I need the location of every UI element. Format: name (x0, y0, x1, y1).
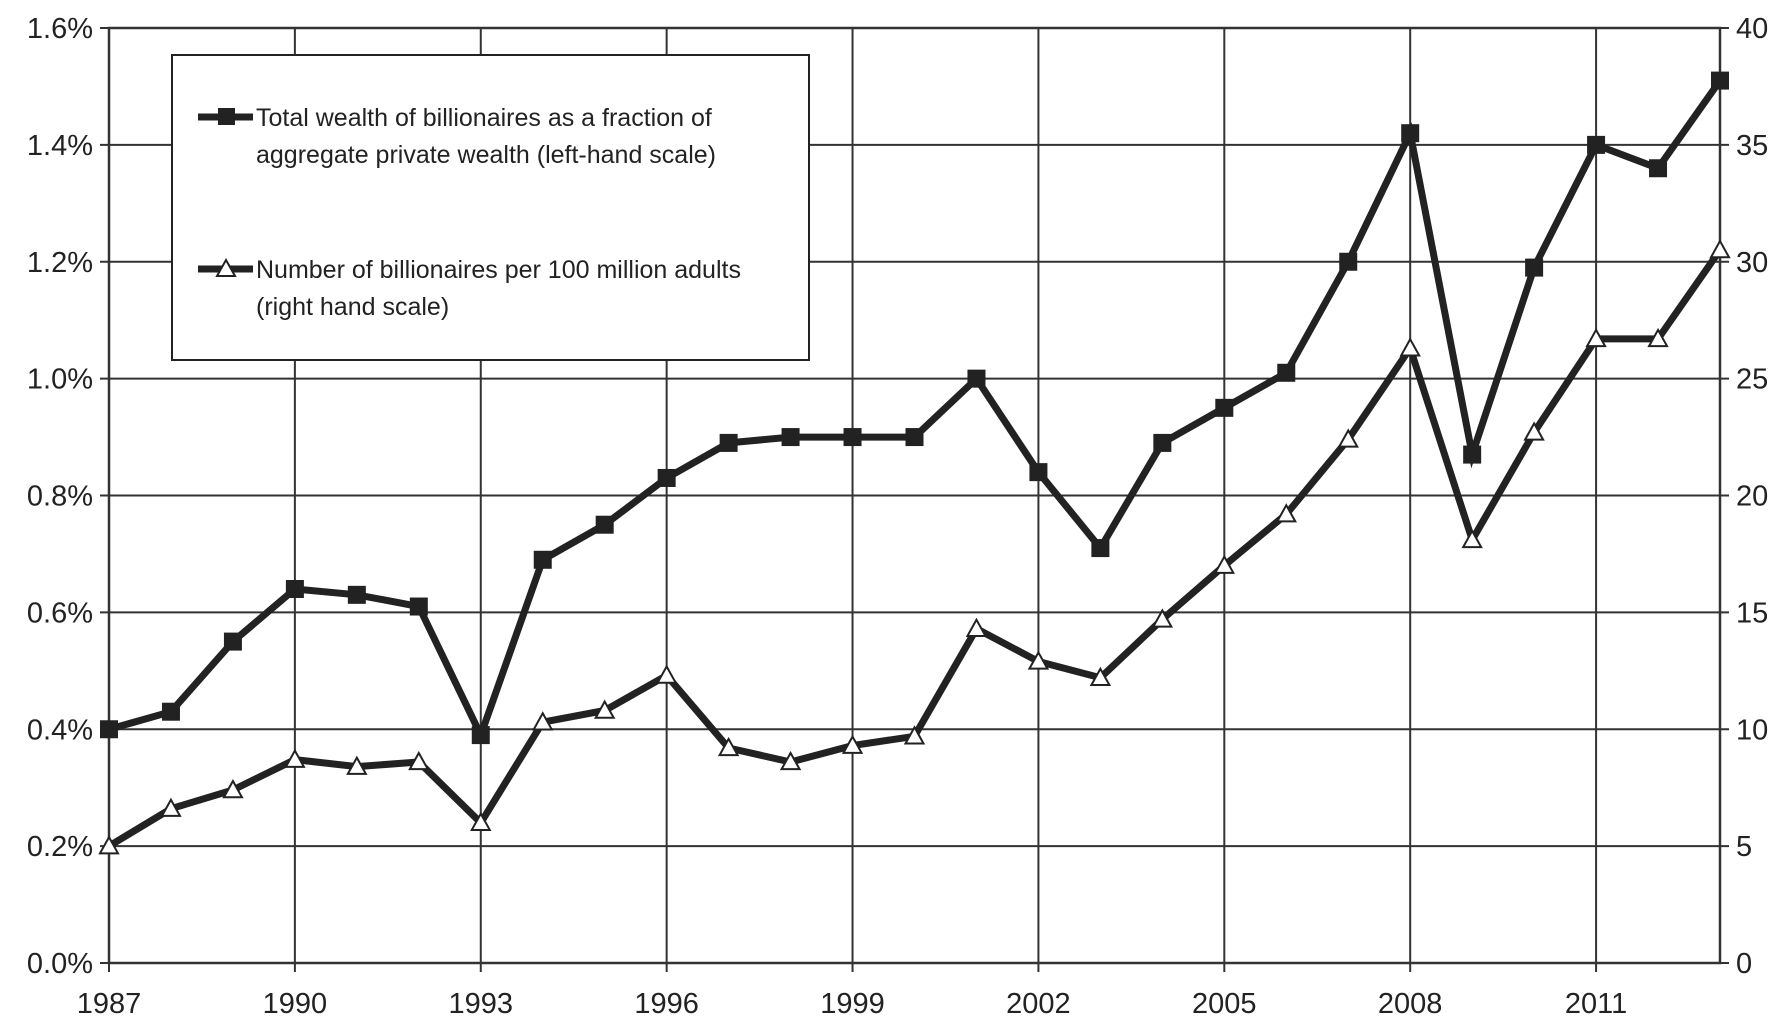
right-tick-label: 40 (1736, 13, 1768, 45)
x-tick-label: 2011 (1565, 988, 1627, 1020)
data-point-billionaire-count (841, 734, 864, 754)
data-point-billionaire-count (1337, 428, 1359, 448)
data-point-wealth-fraction (1587, 135, 1606, 154)
legend-label-count-line-1: Number of billionaires per 100 million a… (256, 256, 741, 284)
data-point-wealth-fraction (595, 515, 614, 534)
legend-marker-square (218, 108, 235, 125)
left-tick-label: 0.0% (27, 948, 93, 980)
right-tick-label: 5 (1736, 831, 1752, 863)
data-point-billionaire-count (1461, 528, 1483, 549)
data-point-billionaire-count (593, 699, 616, 719)
data-point-wealth-fraction (471, 726, 490, 745)
left-tick-label: 1.2% (27, 247, 93, 279)
data-point-wealth-fraction (905, 428, 924, 447)
data-point-billionaire-count (408, 750, 430, 771)
right-tick-label: 25 (1736, 364, 1768, 396)
left-tick-label: 0.8% (27, 481, 93, 513)
data-point-billionaire-count (1089, 666, 1112, 687)
data-point-wealth-fraction (967, 369, 986, 388)
data-point-billionaire-count (1585, 327, 1607, 348)
data-point-wealth-fraction (1153, 433, 1172, 452)
x-tick-label: 1999 (820, 988, 885, 1020)
x-tick-label: 2005 (1192, 988, 1257, 1020)
legend-item-wealth: Total wealth of billionaires as a fracti… (198, 104, 716, 169)
data-point-billionaire-count (1275, 503, 1297, 523)
left-tick-label: 0.4% (27, 714, 93, 746)
data-point-billionaire-count (1709, 239, 1731, 259)
x-tick-label: 2008 (1378, 988, 1443, 1020)
data-point-wealth-fraction (1649, 159, 1668, 178)
legend: Total wealth of billionaires as a fracti… (171, 54, 810, 361)
data-point-wealth-fraction (1401, 124, 1420, 143)
right-axis-ticks: 0 5 10 15 20 25 30 35 40 (1720, 13, 1768, 980)
left-tick-label: 1.6% (27, 13, 93, 45)
data-point-wealth-fraction (100, 720, 118, 739)
data-point-billionaire-count (903, 725, 926, 745)
data-point-billionaire-count (98, 835, 120, 855)
data-point-wealth-fraction (409, 597, 428, 616)
data-point-billionaire-count (222, 778, 244, 799)
data-point-billionaire-count (779, 750, 802, 771)
legend-label-wealth-line-2: aggregate private wealth (left-hand scal… (256, 141, 716, 169)
data-point-wealth-fraction (1215, 398, 1234, 417)
data-point-wealth-fraction (1091, 539, 1110, 558)
right-tick-label: 20 (1736, 481, 1768, 513)
data-point-wealth-fraction (781, 428, 800, 447)
data-point-billionaire-count (346, 755, 368, 775)
data-point-billionaire-count (160, 797, 182, 817)
data-point-wealth-fraction (1711, 71, 1729, 90)
right-tick-label: 30 (1736, 247, 1768, 279)
legend-label-count-line-2: (right hand scale) (256, 293, 449, 321)
data-point-wealth-fraction (533, 550, 552, 569)
legend-label-wealth-line-1: Total wealth of billionaires as a fracti… (256, 104, 712, 132)
left-tick-label: 0.2% (27, 831, 93, 863)
left-tick-label: 0.6% (27, 597, 93, 629)
right-tick-label: 35 (1736, 130, 1768, 162)
right-tick-label: 10 (1736, 714, 1768, 746)
data-point-wealth-fraction (347, 585, 366, 604)
data-point-wealth-fraction (1339, 252, 1358, 271)
data-point-billionaire-count (1213, 554, 1236, 574)
data-point-billionaire-count (1647, 327, 1669, 348)
data-point-billionaire-count (470, 811, 492, 831)
data-point-billionaire-count (717, 736, 740, 757)
left-axis-ticks: 0.0% 0.2% 0.4% 0.6% 0.8% 1.0% 1.2% 1.4% 1.6% (27, 13, 109, 980)
data-point-billionaire-count (1027, 650, 1050, 670)
data-point-wealth-fraction (657, 468, 676, 487)
data-point-billionaire-count (655, 664, 678, 684)
data-point-wealth-fraction (223, 632, 242, 651)
data-point-billionaire-count (1523, 421, 1545, 441)
left-tick-label: 1.4% (27, 130, 93, 162)
x-tick-label: 1993 (449, 988, 514, 1020)
x-tick-label: 1990 (263, 988, 328, 1020)
x-axis-ticks: 1987 1990 1993 1996 1999 2002 2005 2008 2011 (77, 963, 1627, 1020)
legend-box (171, 54, 810, 361)
data-point-wealth-fraction (1463, 445, 1482, 464)
data-point-wealth-fraction (1525, 258, 1544, 277)
data-point-wealth-fraction (285, 580, 304, 598)
legend-item-count: Number of billionaires per 100 million a… (198, 256, 741, 321)
x-tick-label: 1996 (634, 988, 699, 1020)
data-point-billionaire-count (284, 748, 306, 768)
data-point-billionaire-count (1151, 608, 1174, 628)
right-tick-label: 15 (1736, 597, 1768, 629)
x-tick-label: 1987 (77, 988, 142, 1020)
right-tick-label: 0 (1736, 948, 1752, 980)
data-point-wealth-fraction (1277, 363, 1296, 382)
series-layer (98, 71, 1731, 855)
left-tick-label: 1.0% (27, 364, 93, 396)
data-point-wealth-fraction (719, 433, 738, 452)
data-point-wealth-fraction (1029, 463, 1048, 482)
data-point-wealth-fraction (843, 428, 862, 447)
x-tick-label: 2002 (1006, 988, 1071, 1020)
data-point-billionaire-count (965, 617, 988, 637)
data-point-billionaire-count (532, 711, 554, 731)
data-point-wealth-fraction (161, 702, 180, 721)
legend-marker-triangle (215, 257, 237, 277)
data-point-billionaire-count (1399, 337, 1421, 357)
